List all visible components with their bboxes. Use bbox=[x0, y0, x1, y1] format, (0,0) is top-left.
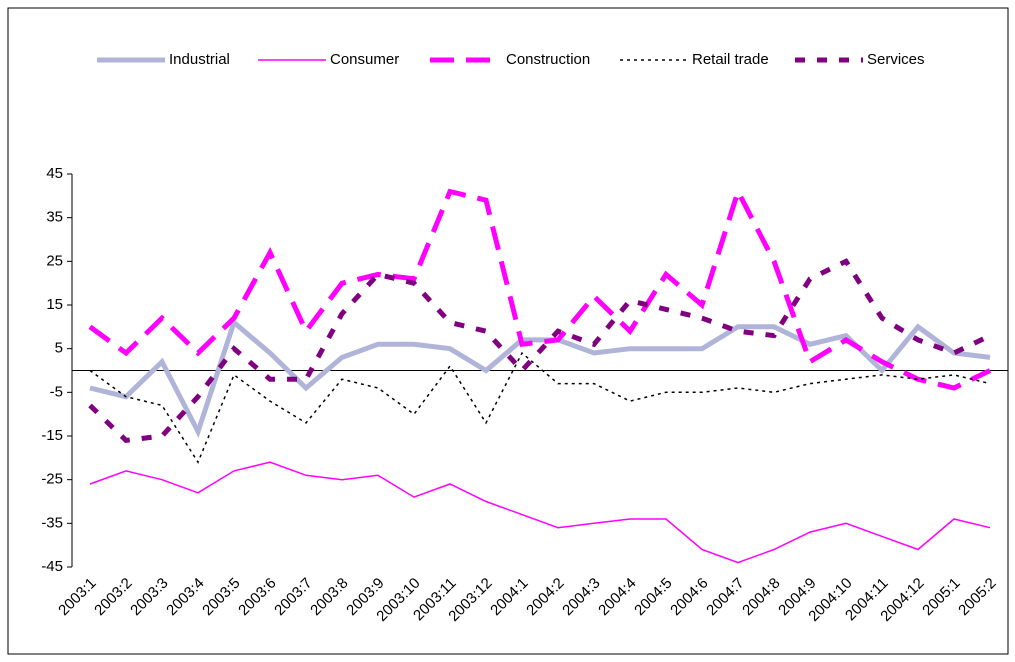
legend-label: Services bbox=[867, 51, 925, 68]
y-tick-label: 15 bbox=[46, 296, 63, 313]
legend-label: Industrial bbox=[169, 51, 230, 68]
legend-label: Consumer bbox=[330, 51, 399, 68]
legend-label: Construction bbox=[506, 51, 590, 68]
series-line bbox=[89, 318, 991, 439]
y-tick-label: -45 bbox=[41, 558, 63, 575]
y-tick-label: -25 bbox=[41, 471, 63, 488]
y-tick-label: -15 bbox=[41, 427, 63, 444]
series-line bbox=[89, 351, 991, 464]
y-tick-label: 45 bbox=[46, 165, 63, 182]
y-tick-label: 5 bbox=[55, 340, 63, 357]
y-tick-label: 35 bbox=[46, 209, 63, 226]
y-tick-label: 25 bbox=[46, 252, 63, 269]
chart-frame bbox=[7, 7, 1009, 655]
y-tick-label: -5 bbox=[50, 383, 63, 400]
legend-label: Retail trade bbox=[692, 51, 769, 68]
series-line bbox=[88, 258, 992, 444]
series-line bbox=[89, 461, 991, 564]
y-tick-label: -35 bbox=[41, 514, 63, 531]
